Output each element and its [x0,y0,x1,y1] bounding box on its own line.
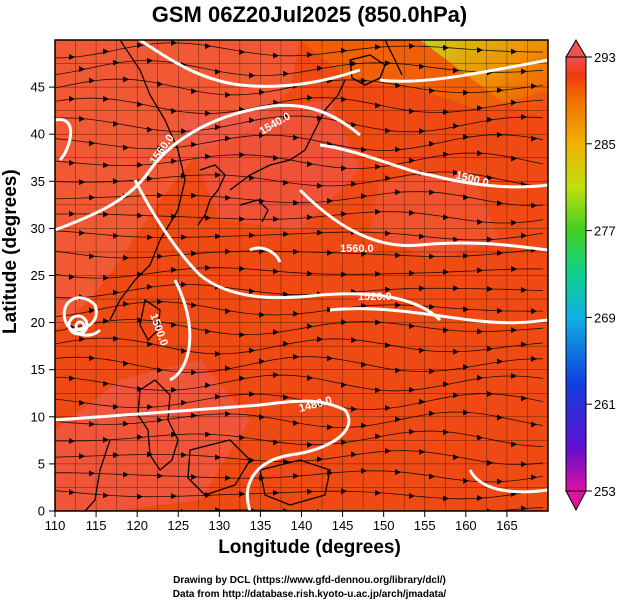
contour-label-1560-center: 1560.0 [340,243,374,255]
colorbar-max-arrow [565,39,587,58]
x-tick-label: 130 [208,518,230,533]
x-tick-label: 165 [496,518,518,533]
x-tick-label: 135 [250,518,272,533]
x-tick-label: 160 [455,518,477,533]
credit-data-source: Data from http://database.rish.kyoto-u.a… [172,589,447,600]
x-tick-label: 110 [45,518,66,533]
geopotential-contours [55,40,548,511]
x-axis-ticks: 110 115 120 125 130 135 140 145 150 155 160 165 [45,511,518,533]
x-tick-label: 115 [86,518,107,533]
colorbar-tick-label: 253 [594,484,616,499]
colorbar-tick-label: 285 [594,137,616,152]
colorbar-tick-label: 293 [594,50,616,65]
y-tick-label: 35 [31,174,45,189]
y-tick-label: 5 [38,456,45,471]
x-tick-label: 145 [332,518,354,533]
credit-dcl: Drawing by DCL (https://www.gfd-dennou.o… [173,575,446,586]
y-tick-label: 20 [31,315,45,330]
y-tick-label: 45 [31,80,45,95]
x-axis-label: Longitude (degrees) [218,537,401,558]
colorbar-tick-label: 269 [594,310,616,325]
colorbar-tick-label: 277 [594,224,616,239]
x-tick-label: 150 [373,518,395,533]
chart-title: GSM 06Z20Jul2025 (850.0hPa) [151,2,468,27]
contour-label-1520: 1520.0 [358,291,392,303]
colorbar-min-arrow [565,490,587,512]
coastlines [84,40,403,511]
y-tick-label: 15 [31,362,45,377]
x-tick-label: 155 [414,518,436,533]
wind-streamlines [55,40,544,511]
y-tick-label: 25 [31,268,45,283]
x-tick-label: 140 [291,518,313,533]
x-tick-label: 125 [167,518,189,533]
x-tick-label: 120 [126,518,148,533]
colorbar-bar [565,56,587,492]
colorbar: 293 285 277 269 261 253 [565,39,616,512]
graticule [55,40,548,511]
y-tick-label: 40 [31,127,45,142]
y-tick-label: 0 [38,504,45,519]
y-axis-ticks: 0 5 10 15 20 25 30 35 40 45 [31,80,55,519]
y-tick-label: 30 [31,221,45,236]
y-tick-label: 10 [31,409,45,424]
colorbar-tick-label: 261 [594,397,616,412]
